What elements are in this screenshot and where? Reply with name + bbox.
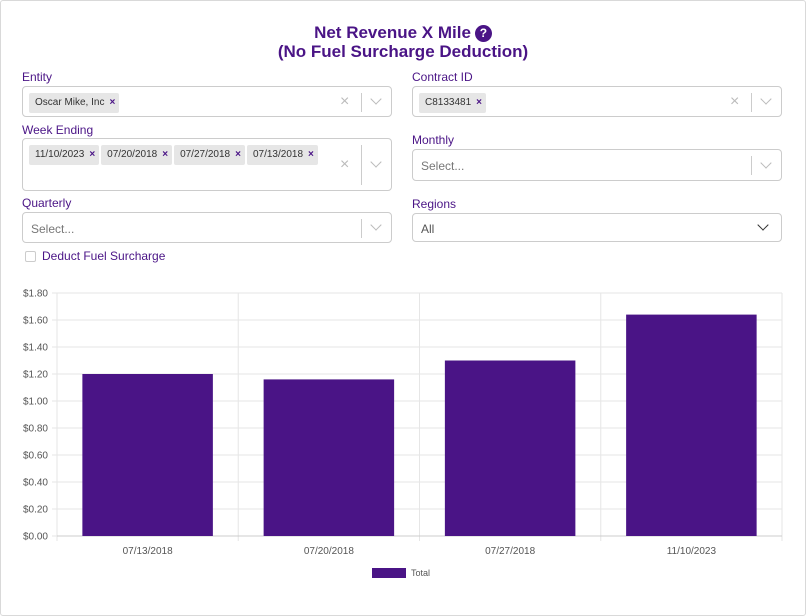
legend-label: Total — [411, 568, 430, 578]
y-tick-label: $0.20 — [23, 505, 48, 516]
contract-id-select[interactable]: C8133481 × × — [412, 86, 782, 117]
quarterly-placeholder: Select... — [31, 222, 75, 236]
entity-tag-label: Oscar Mike, Inc — [35, 97, 105, 108]
y-tick-label: $0.60 — [23, 451, 48, 462]
week-ending-clear-icon[interactable]: × — [340, 156, 350, 173]
week-ending-tag-label: 07/13/2018 — [252, 149, 304, 160]
entity-tags: Oscar Mike, Inc × — [29, 91, 349, 116]
contract-id-tags: C8133481 × — [419, 91, 739, 116]
legend-swatch — [372, 568, 406, 578]
y-tick-label: $1.20 — [23, 370, 48, 381]
monthly-label: Monthly — [412, 133, 455, 147]
quarterly-label: Quarterly — [22, 196, 72, 210]
week-ending-tags: 11/10/2023 × 07/20/2018 × 07/27/2018 × 07/13/2… — [29, 143, 349, 168]
x-tick-label: 07/27/2018 — [485, 546, 535, 557]
page-title: Net Revenue X Mile? — [0, 22, 806, 44]
contract-id-tag-remove-icon[interactable]: × — [476, 97, 482, 108]
week-ending-tag-remove-icon[interactable]: × — [308, 149, 314, 160]
bar[interactable] — [82, 374, 213, 536]
week-ending-tag: 07/27/2018 × — [174, 145, 245, 165]
quarterly-chevron-down-icon[interactable] — [370, 219, 382, 231]
deduct-fuel-checkbox[interactable] — [25, 251, 36, 262]
contract-id-tag-label: C8133481 — [425, 97, 472, 108]
x-tick-label: 07/13/2018 — [123, 546, 173, 557]
entity-separator — [361, 93, 362, 112]
contract-id-separator — [751, 93, 752, 112]
week-ending-tag-label: 07/20/2018 — [107, 149, 158, 160]
week-ending-tag: 07/13/2018 × — [246, 145, 318, 165]
week-ending-tag-remove-icon[interactable]: × — [162, 149, 169, 160]
regions-value: All — [421, 222, 435, 236]
contract-id-tag: C8133481 × — [419, 93, 486, 113]
monthly-select[interactable]: Select... — [412, 149, 782, 181]
quarterly-separator — [361, 219, 362, 238]
entity-clear-icon[interactable]: × — [340, 93, 350, 110]
entity-select[interactable]: Oscar Mike, Inc × × — [22, 86, 392, 117]
y-tick-label: $0.40 — [23, 478, 48, 489]
revenue-bar-chart: $0.00 $0.20 $0.40 $0.60 $0.80 $1.00 $1.20 $1.40… — [23, 289, 783, 578]
contract-id-chevron-down-icon[interactable] — [760, 93, 772, 105]
monthly-placeholder: Select... — [421, 159, 465, 173]
bar[interactable] — [626, 314, 757, 536]
week-ending-chevron-down-icon[interactable] — [370, 156, 382, 168]
entity-tag-remove-icon[interactable]: × — [109, 97, 116, 108]
monthly-separator — [751, 156, 752, 175]
week-ending-tag-remove-icon[interactable]: × — [89, 149, 96, 160]
contract-id-label: Contract ID — [412, 70, 473, 84]
help-icon[interactable]: ? — [474, 25, 492, 42]
x-tick-label: 11/10/2023 — [667, 546, 717, 557]
week-ending-select[interactable]: 11/10/2023 × 07/20/2018 × 07/27/2018 × 07/13/2… — [22, 138, 392, 191]
y-tick-label: $1.40 — [23, 343, 48, 354]
y-tick-label: $1.00 — [23, 397, 48, 408]
entity-chevron-down-icon[interactable] — [370, 93, 382, 105]
week-ending-tag-remove-icon[interactable]: × — [235, 149, 241, 160]
week-ending-tag: 07/20/2018 × — [101, 145, 173, 165]
regions-label: Regions — [412, 197, 457, 211]
week-ending-tag-label: 11/10/2023 — [35, 149, 85, 160]
x-tick-label: 07/20/2018 — [304, 546, 354, 557]
deduct-fuel-label: Deduct Fuel Surcharge — [42, 249, 166, 263]
page-subtitle: (No Fuel Surcharge Deduction) — [277, 42, 529, 61]
week-ending-label: Week Ending — [22, 123, 94, 137]
entity-label: Entity — [22, 70, 53, 84]
contract-id-clear-icon[interactable]: × — [730, 93, 740, 110]
week-ending-tag-label: 07/27/2018 — [180, 149, 231, 160]
entity-tag: Oscar Mike, Inc × — [29, 93, 120, 113]
y-tick-label: $1.80 — [23, 289, 48, 300]
regions-chevron-down-icon[interactable] — [757, 219, 769, 231]
y-tick-label: $0.00 — [23, 532, 48, 543]
regions-select[interactable]: All — [412, 213, 782, 242]
week-ending-tag: 11/10/2023 × — [29, 145, 100, 165]
week-ending-separator — [361, 145, 362, 185]
y-tick-label: $1.60 — [23, 316, 48, 327]
bar[interactable] — [263, 379, 395, 536]
bar[interactable] — [444, 360, 576, 537]
y-tick-label: $0.80 — [23, 424, 48, 435]
monthly-chevron-down-icon[interactable] — [760, 157, 772, 169]
quarterly-select[interactable]: Select... — [22, 212, 392, 243]
